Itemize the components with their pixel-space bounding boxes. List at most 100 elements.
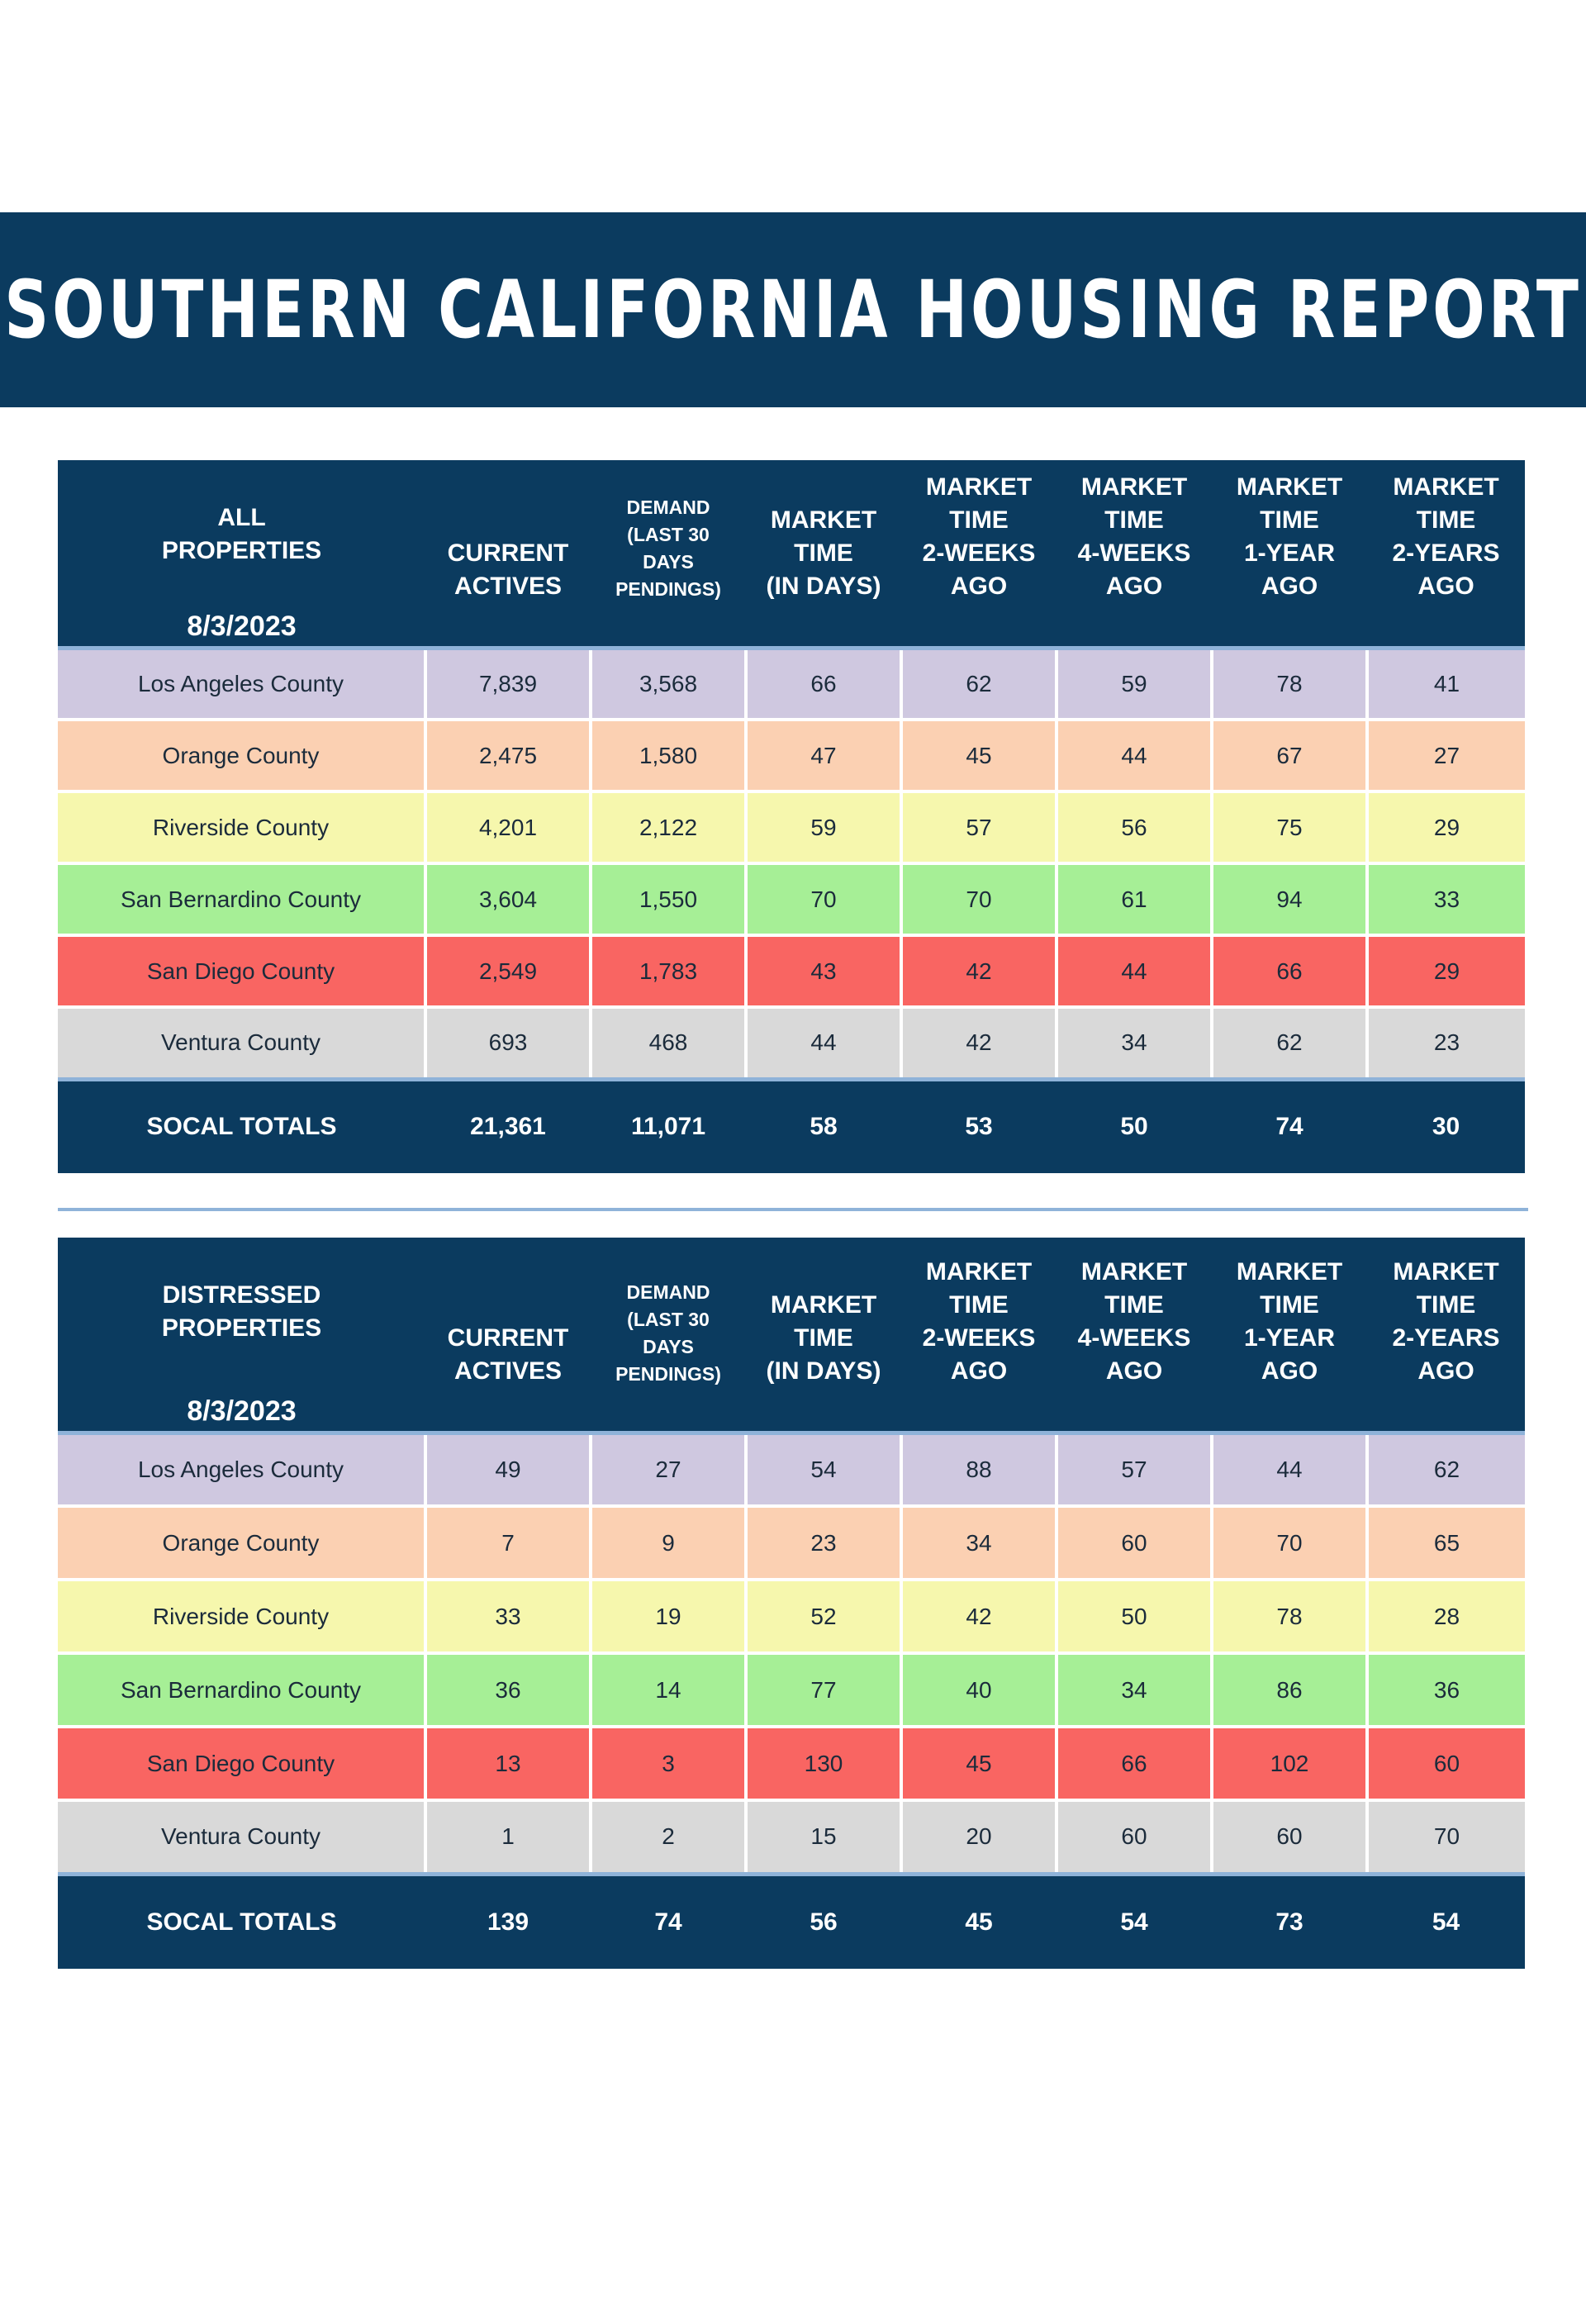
county-name: Orange County xyxy=(58,1504,425,1580)
value-cell: 2,475 xyxy=(424,718,591,791)
totals-value: 74 xyxy=(591,1871,746,1969)
value-cell: 33 xyxy=(424,1578,591,1653)
value-cell: 66 xyxy=(744,646,901,720)
value-cell: 50 xyxy=(1055,1578,1212,1653)
value-cell: 78 xyxy=(1210,646,1367,720)
totals-value: 139 xyxy=(425,1871,591,1969)
report-date: 8/3/2023 xyxy=(187,610,297,642)
value-cell: 7,839 xyxy=(424,646,591,720)
value-cell: 19 xyxy=(589,1578,746,1653)
column-header: MARKET TIME 4-WEEKS AGO xyxy=(1057,1238,1212,1435)
value-cell: 52 xyxy=(744,1578,901,1653)
value-cell: 36 xyxy=(1365,1652,1525,1727)
value-cell: 94 xyxy=(1210,862,1367,935)
value-cell: 44 xyxy=(1055,934,1212,1007)
value-cell: 44 xyxy=(744,1005,901,1079)
value-cell: 1,783 xyxy=(589,934,746,1007)
value-cell: 3 xyxy=(589,1725,746,1800)
county-row: Ventura County 1 2 15 20 60 60 70 xyxy=(58,1799,1525,1874)
report-title: SOUTHERN CALIFORNIA HOUSING REPORT xyxy=(4,264,1582,356)
value-cell: 65 xyxy=(1365,1504,1525,1580)
section-label-cell: DISTRESSED PROPERTIES 8/3/2023 xyxy=(58,1238,425,1435)
column-header: MARKET TIME (IN DAYS) xyxy=(746,460,901,650)
value-cell: 36 xyxy=(424,1652,591,1727)
value-cell: 34 xyxy=(1055,1652,1212,1727)
value-cell: 27 xyxy=(1365,718,1525,791)
county-name: San Bernardino County xyxy=(58,862,425,935)
totals-value: 45 xyxy=(901,1871,1057,1969)
value-cell: 4,201 xyxy=(424,790,591,863)
totals-value: 50 xyxy=(1057,1076,1212,1173)
value-cell: 15 xyxy=(744,1799,901,1874)
value-cell: 70 xyxy=(1210,1504,1367,1580)
value-cell: 1,550 xyxy=(589,862,746,935)
value-cell: 42 xyxy=(900,1578,1057,1653)
value-cell: 41 xyxy=(1365,646,1525,720)
county-row: Orange County 7 9 23 34 60 70 65 xyxy=(58,1504,1525,1580)
totals-value: 54 xyxy=(1057,1871,1212,1969)
column-header: CURRENT ACTIVES xyxy=(425,1238,591,1435)
totals-value: 30 xyxy=(1367,1076,1525,1173)
value-cell: 54 xyxy=(744,1431,901,1506)
county-name: San Bernardino County xyxy=(58,1652,425,1727)
value-cell: 14 xyxy=(589,1652,746,1727)
totals-row: SOCAL TOTALS 21,361 11,071 58 53 50 74 30 xyxy=(58,1076,1525,1173)
value-cell: 23 xyxy=(1365,1005,1525,1079)
column-header: MARKET TIME (IN DAYS) xyxy=(746,1238,901,1435)
value-cell: 102 xyxy=(1210,1725,1367,1800)
county-name: San Diego County xyxy=(58,934,425,1007)
value-cell: 2 xyxy=(589,1799,746,1874)
value-cell: 67 xyxy=(1210,718,1367,791)
distressed-properties-table: DISTRESSED PROPERTIES 8/3/2023 CURRENT ACT… xyxy=(58,1238,1525,1969)
totals-value: 74 xyxy=(1212,1076,1367,1173)
value-cell: 86 xyxy=(1210,1652,1367,1727)
value-cell: 61 xyxy=(1055,862,1212,935)
county-row: Los Angeles County 49 27 54 88 57 44 62 xyxy=(58,1431,1525,1506)
value-cell: 59 xyxy=(1055,646,1212,720)
totals-value: 73 xyxy=(1212,1871,1367,1969)
value-cell: 20 xyxy=(900,1799,1057,1874)
value-cell: 57 xyxy=(900,790,1057,863)
header-row: DISTRESSED PROPERTIES 8/3/2023 CURRENT ACT… xyxy=(58,1238,1525,1435)
value-cell: 70 xyxy=(900,862,1057,935)
report-date: 8/3/2023 xyxy=(187,1395,297,1427)
column-header: DEMAND (LAST 30 DAYS PENDINGS) xyxy=(591,1238,746,1435)
value-cell: 2,549 xyxy=(424,934,591,1007)
value-cell: 468 xyxy=(589,1005,746,1079)
value-cell: 59 xyxy=(744,790,901,863)
header-row: ALL PROPERTIES 8/3/2023 CURRENT ACTIVES DEM… xyxy=(58,460,1525,650)
value-cell: 45 xyxy=(900,1725,1057,1800)
value-cell: 66 xyxy=(1055,1725,1212,1800)
column-header: MARKET TIME 4-WEEKS AGO xyxy=(1057,460,1212,650)
county-row: San Diego County 2,549 1,783 43 42 44 66 29 xyxy=(58,934,1525,1007)
value-cell: 42 xyxy=(900,934,1057,1007)
value-cell: 7 xyxy=(424,1504,591,1580)
value-cell: 77 xyxy=(744,1652,901,1727)
section-label: ALL PROPERTIES xyxy=(161,504,322,564)
value-cell: 62 xyxy=(1210,1005,1367,1079)
column-header: DEMAND (LAST 30 DAYS PENDINGS) xyxy=(591,460,746,650)
county-name: Los Angeles County xyxy=(58,1431,425,1506)
county-row: Riverside County 4,201 2,122 59 57 56 75 29 xyxy=(58,790,1525,863)
value-cell: 1,580 xyxy=(589,718,746,791)
value-cell: 42 xyxy=(900,1005,1057,1079)
value-cell: 44 xyxy=(1210,1431,1367,1506)
value-cell: 70 xyxy=(744,862,901,935)
value-cell: 49 xyxy=(424,1431,591,1506)
county-row: San Bernardino County 3,604 1,550 70 70 61 94 3… xyxy=(58,862,1525,935)
value-cell: 29 xyxy=(1365,934,1525,1007)
value-cell: 57 xyxy=(1055,1431,1212,1506)
value-cell: 60 xyxy=(1210,1799,1367,1874)
totals-value: 54 xyxy=(1367,1871,1525,1969)
value-cell: 78 xyxy=(1210,1578,1367,1653)
section-divider xyxy=(58,1208,1528,1211)
county-name: Ventura County xyxy=(58,1005,425,1079)
value-cell: 60 xyxy=(1055,1799,1212,1874)
value-cell: 9 xyxy=(589,1504,746,1580)
value-cell: 45 xyxy=(900,718,1057,791)
totals-label: SOCAL TOTALS xyxy=(58,1871,425,1969)
value-cell: 130 xyxy=(744,1725,901,1800)
value-cell: 13 xyxy=(424,1725,591,1800)
value-cell: 88 xyxy=(900,1431,1057,1506)
totals-label: SOCAL TOTALS xyxy=(58,1076,425,1173)
